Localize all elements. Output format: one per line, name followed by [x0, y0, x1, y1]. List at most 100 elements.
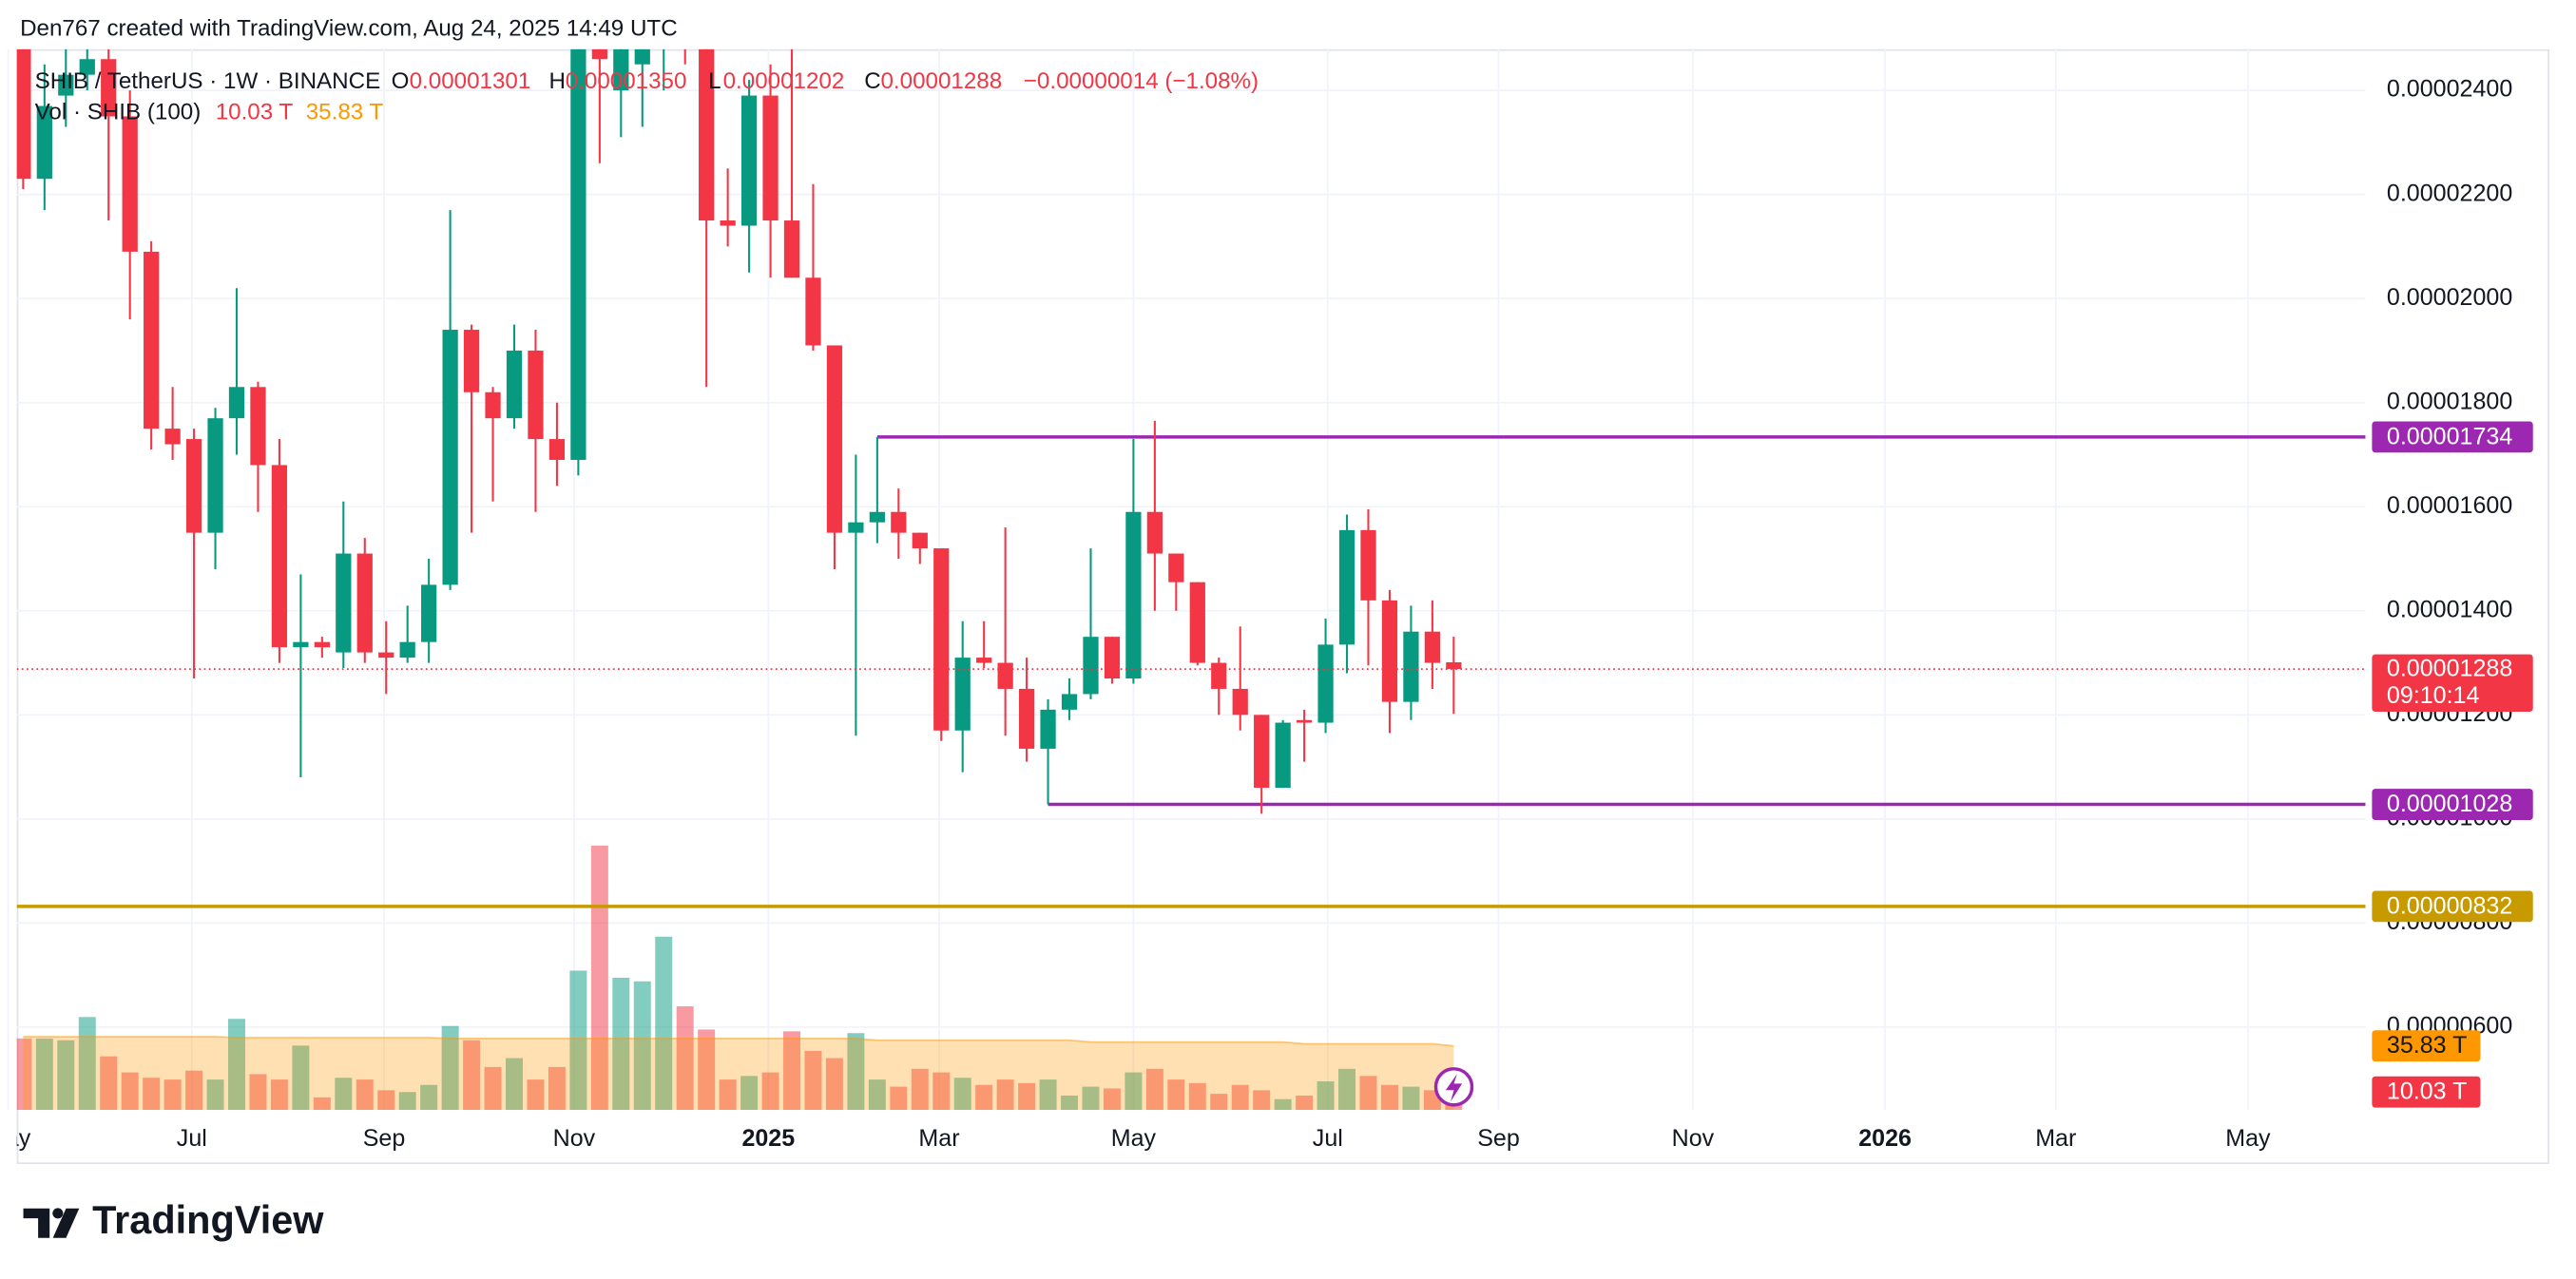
candle-body	[1317, 644, 1334, 723]
volume-bar	[655, 936, 673, 1111]
level-badge	[2372, 789, 2533, 820]
x-tick-label: May	[2225, 1125, 2271, 1152]
price-badges: 0.00001734 0.00001028 0.00000832 0.00001288…	[2372, 421, 2533, 1108]
candle-body	[826, 345, 843, 533]
volume-bar	[78, 1017, 96, 1111]
x-tick-label: Nov	[1672, 1125, 1715, 1152]
ohlc-key: L	[708, 68, 721, 94]
candle-body	[528, 350, 544, 440]
candle-body	[1296, 719, 1313, 723]
candle-body	[378, 652, 394, 659]
volume-bar	[1402, 1086, 1420, 1111]
x-tick-label: May	[0, 1125, 31, 1152]
volume-bar	[890, 1086, 908, 1111]
volume-bar	[825, 1058, 843, 1111]
volume-bar	[1167, 1079, 1185, 1111]
candle-body	[891, 511, 907, 533]
volume-badge-label: 35.83 T	[2387, 1032, 2467, 1059]
candle-body	[1211, 662, 1227, 689]
volume-bar	[441, 1025, 459, 1111]
candle-body	[463, 330, 480, 392]
volume-bar	[847, 1033, 865, 1111]
candle-body	[591, 48, 607, 60]
volume-bar	[16, 1038, 32, 1111]
volume-bar	[1274, 1098, 1292, 1111]
y-tick-label: 0.00002200	[2387, 180, 2512, 206]
volume-bar	[1125, 1072, 1143, 1111]
candle-body	[1232, 688, 1248, 716]
y-tick-label: 0.00002000	[2387, 284, 2512, 311]
volume-bar	[1061, 1095, 1079, 1111]
volume-bar	[953, 1078, 971, 1111]
volume-bar	[783, 1031, 800, 1111]
candle-body	[1275, 722, 1291, 789]
candle-body	[228, 387, 245, 419]
volume-bar	[57, 1040, 75, 1111]
volume-bar	[612, 977, 630, 1111]
candle-body	[1083, 637, 1099, 695]
candle-body	[16, 48, 31, 180]
volume-bar	[377, 1090, 395, 1111]
volume-ma-line	[23, 1036, 1454, 1047]
volume-bar	[292, 1045, 310, 1111]
price-pane	[16, 48, 2366, 908]
volume-bar	[249, 1074, 267, 1111]
chart-frame	[16, 48, 2549, 1165]
volume-bar	[1317, 1080, 1335, 1111]
current-price-badge	[2372, 654, 2533, 713]
volume-bar	[1359, 1076, 1377, 1111]
x-tick-label: Jul	[177, 1125, 207, 1152]
volume-bar	[100, 1056, 118, 1111]
volume-bar	[761, 1072, 779, 1111]
volume-bar	[506, 1058, 523, 1111]
volume-bar	[356, 1079, 374, 1111]
candle-body	[1104, 637, 1121, 678]
candle-body	[399, 641, 415, 659]
volume-bar	[569, 970, 587, 1111]
candle-body	[207, 418, 223, 533]
candle-body	[336, 553, 352, 653]
candle-body	[1125, 511, 1142, 678]
level-label: 0.00001028	[2387, 791, 2512, 817]
candle-body	[1338, 529, 1355, 645]
volume-ma-area	[23, 1036, 1454, 1111]
ohlc-value: 0.00001301	[410, 68, 531, 94]
volume-bar	[590, 845, 608, 1111]
candle-body	[79, 59, 95, 75]
candle-body	[1424, 631, 1440, 663]
volume-bar	[398, 1092, 416, 1111]
x-tick-label: Sep	[1477, 1125, 1520, 1152]
volume-legend-value: 10.03 T	[216, 100, 294, 125]
candle-body	[36, 105, 52, 180]
candle-body	[1018, 688, 1035, 749]
candle-body	[144, 251, 160, 430]
volume-bar	[1338, 1068, 1356, 1111]
candle-body	[1381, 600, 1398, 702]
volume-bar	[1296, 1095, 1314, 1111]
x-tick-label: 2025	[741, 1125, 795, 1152]
ohlc-key: H	[548, 68, 565, 94]
candle-body	[185, 439, 202, 533]
volume-bar	[185, 1070, 203, 1111]
x-tick-label: Sep	[363, 1125, 406, 1152]
volume-bar	[1380, 1084, 1398, 1111]
volume-bar	[996, 1079, 1014, 1111]
candle-body	[805, 277, 821, 346]
level-label: 0.00000832	[2387, 892, 2512, 919]
volume-bar	[1210, 1094, 1228, 1111]
candle-body	[783, 220, 800, 278]
legend: SHIB / TetherUS · 1W · BINANCE O 0.0000130…	[35, 68, 1259, 125]
candle-body	[314, 641, 330, 648]
y-tick-label: 0.00001400	[2387, 596, 2512, 622]
volume-bar	[1253, 1090, 1271, 1111]
candle-body	[1040, 709, 1056, 749]
volume-bar	[868, 1079, 886, 1111]
candle-body	[442, 330, 458, 585]
candle-body	[740, 95, 758, 226]
candle-body	[1146, 511, 1163, 554]
time-axis: May Jul Sep Nov 2025 Mar May Jul Sep Nov 2026 Mar Ma…	[0, 1125, 2271, 1152]
candle-body	[1254, 715, 1270, 789]
volume-bar	[911, 1068, 929, 1111]
x-tick-label: Jul	[1313, 1125, 1343, 1152]
